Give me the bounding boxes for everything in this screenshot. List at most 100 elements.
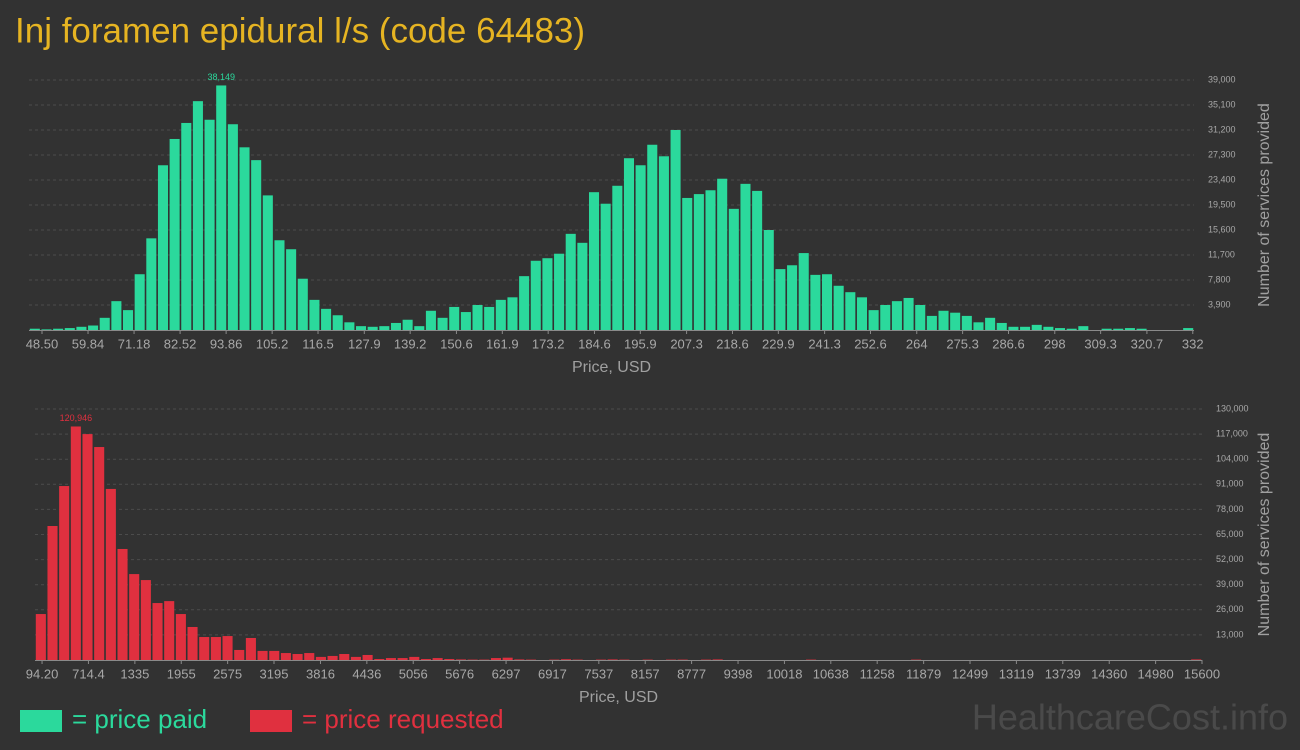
x-tick-label: 218.6	[716, 336, 749, 351]
bar	[810, 274, 821, 330]
bar	[845, 292, 856, 330]
bar	[880, 305, 891, 330]
bar	[833, 285, 844, 330]
bar	[455, 659, 466, 660]
bar	[164, 601, 175, 660]
bar	[385, 658, 396, 660]
bar	[612, 185, 623, 330]
bar	[222, 636, 233, 660]
x-tick-label: 59.84	[72, 336, 105, 351]
x-tick-label: 264	[906, 336, 928, 351]
bar	[495, 299, 506, 330]
bar	[460, 312, 471, 330]
bar	[414, 326, 425, 330]
x-tick-label: 139.2	[394, 336, 427, 351]
x-tick-label: 13119	[999, 666, 1034, 681]
bar	[950, 312, 961, 330]
bar	[484, 306, 495, 330]
x-axis-label: Price, USD	[572, 359, 651, 376]
x-tick-label: 3195	[260, 666, 289, 681]
bar	[822, 274, 833, 330]
bar	[379, 326, 390, 330]
bar	[192, 101, 203, 331]
bar	[297, 278, 308, 330]
bar	[490, 658, 501, 660]
x-tick-label: 286.6	[992, 336, 1025, 351]
bar	[169, 138, 180, 330]
bar	[262, 195, 273, 330]
bar	[432, 658, 443, 660]
y-tick-label: 91,000	[1216, 479, 1244, 489]
x-tick-label: 14980	[1138, 666, 1174, 681]
bar	[926, 315, 937, 330]
y-tick-label: 65,000	[1216, 529, 1244, 539]
bar	[565, 233, 576, 330]
bar	[507, 297, 518, 330]
bar	[251, 160, 262, 330]
bar	[374, 659, 385, 660]
bar	[903, 297, 914, 330]
x-tick-label: 173.2	[532, 336, 565, 351]
x-tick-label: 48.50	[26, 336, 59, 351]
bar	[1183, 328, 1194, 330]
bar	[146, 238, 157, 330]
y-tick-label: 15,600	[1208, 224, 1236, 234]
bar	[1113, 328, 1124, 330]
bar	[542, 258, 553, 330]
bar	[204, 119, 215, 330]
bar	[397, 658, 408, 660]
y-tick-label: 27,300	[1208, 149, 1236, 159]
bar	[554, 253, 565, 330]
bar	[868, 310, 879, 330]
bar	[304, 653, 315, 660]
bar	[560, 659, 572, 660]
bar	[915, 305, 926, 330]
bar	[53, 328, 64, 330]
y-tick-label: 35,100	[1208, 99, 1236, 109]
bar	[199, 637, 210, 660]
x-tick-label: 161.9	[486, 336, 519, 351]
y-tick-label: 23,400	[1208, 174, 1236, 184]
bar	[321, 308, 332, 330]
bar	[985, 317, 996, 330]
x-tick-label: 10018	[766, 666, 802, 681]
y-tick-label: 11,700	[1208, 249, 1235, 259]
bar	[775, 269, 786, 330]
x-tick-label: 94.20	[26, 666, 59, 681]
x-tick-label: 320.7	[1131, 336, 1164, 351]
data-label: 38,149	[207, 72, 235, 82]
bar	[362, 654, 373, 660]
bar	[449, 306, 460, 330]
bar	[29, 328, 40, 330]
bar	[787, 265, 798, 330]
x-tick-label: 184.6	[578, 336, 611, 351]
x-tick-label: 3816	[306, 666, 335, 681]
x-tick-label: 2575	[213, 666, 242, 681]
bar	[332, 315, 343, 330]
x-tick-label: 332	[1182, 336, 1204, 351]
bar	[390, 322, 401, 330]
x-tick-label: 127.9	[348, 336, 381, 351]
bar	[600, 203, 611, 330]
bar	[891, 301, 902, 330]
bar	[280, 653, 291, 660]
bar	[607, 659, 618, 660]
bar	[589, 192, 600, 330]
bar	[216, 85, 227, 330]
bar	[717, 178, 728, 330]
x-tick-label: 195.9	[624, 336, 657, 351]
bar	[134, 274, 145, 330]
bar	[227, 124, 238, 330]
bar	[1136, 328, 1147, 330]
bar	[47, 526, 58, 660]
y-tick-label: 13,000	[1216, 629, 1244, 639]
bar	[41, 329, 52, 330]
bar	[693, 194, 704, 330]
bar	[938, 310, 949, 330]
bar	[239, 147, 250, 330]
bar	[70, 426, 81, 660]
y-tick-label: 3,900	[1208, 299, 1231, 309]
bar	[234, 649, 245, 660]
bar	[712, 659, 723, 660]
x-tick-label: 10638	[813, 666, 849, 681]
